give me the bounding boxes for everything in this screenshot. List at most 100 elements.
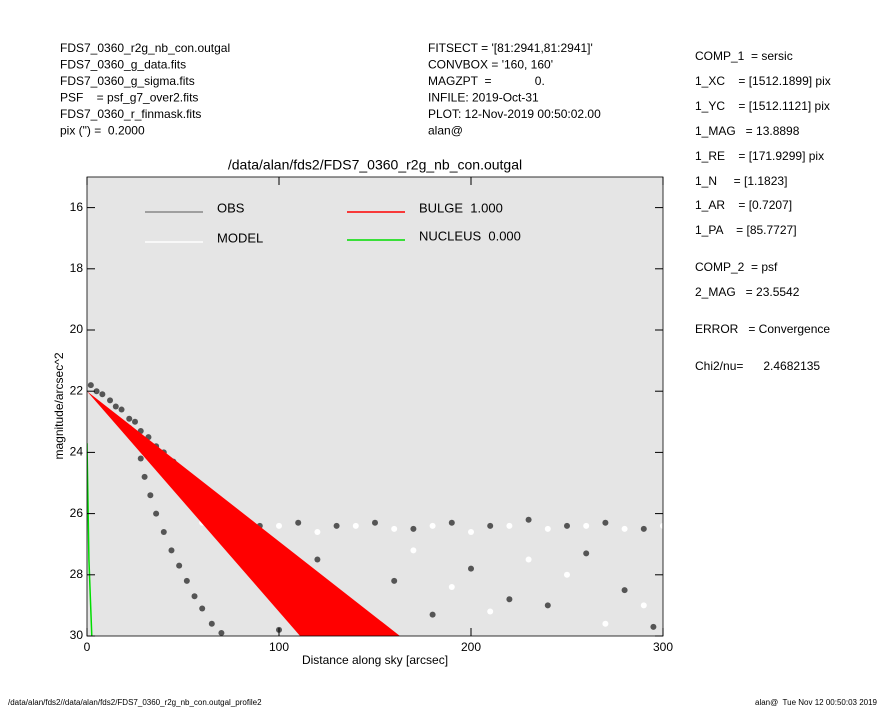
data-point (107, 397, 114, 404)
data-point (147, 492, 154, 499)
data-point (87, 382, 94, 389)
header-right-line: COMP_2 = psf (695, 260, 778, 274)
y-tick-label: 16 (70, 200, 84, 214)
x-tick-label: 200 (461, 640, 481, 654)
data-point (468, 565, 474, 572)
y-tick-label: 26 (70, 506, 84, 520)
data-point (583, 550, 590, 557)
data-point (468, 528, 474, 535)
data-point (372, 519, 378, 526)
data-point (487, 522, 494, 529)
data-point (391, 525, 398, 532)
data-point (160, 528, 167, 535)
data-point (525, 516, 532, 523)
data-point (429, 611, 436, 618)
x-tick-label: 300 (653, 640, 673, 654)
x-tick-label: 0 (84, 640, 91, 654)
data-point (564, 522, 570, 529)
header-right-line: 1_RE = [171.9299] pix (695, 149, 824, 163)
data-point (583, 522, 590, 529)
model-band (87, 391, 400, 636)
data-point (506, 522, 513, 529)
model-line (87, 443, 93, 636)
legend-label: MODEL (217, 230, 263, 245)
header-middle-line: alan@ (428, 124, 463, 138)
data-point (621, 525, 628, 532)
data-point (112, 403, 119, 410)
legend-label: NUCLEUS 0.000 (419, 228, 521, 243)
data-point (544, 525, 551, 532)
plot-area (87, 177, 663, 636)
header-right-line: 1_PA = [85.7727] (695, 223, 797, 237)
header-right-line: 1_XC = [1512.1899] pix (695, 74, 831, 88)
data-point (410, 525, 417, 532)
data-point (126, 415, 133, 422)
y-tick-label: 24 (70, 445, 84, 459)
header-middle-line: MAGZPT = 0. (428, 74, 545, 88)
data-point (352, 522, 359, 529)
footer-right: alan@ Tue Nov 12 00:50:03 2019 (755, 698, 878, 707)
header-middle-line: CONVBOX = '160, 160' (428, 58, 553, 72)
data-point (176, 562, 183, 569)
data-point (650, 623, 657, 630)
header-left-line: FDS7_0360_r_finmask.fits (60, 107, 201, 121)
y-tick-label: 18 (70, 261, 84, 275)
data-point (314, 528, 321, 535)
data-point (544, 602, 551, 609)
header-middle-line: FITSECT = '[81:2941,81:2941]' (428, 41, 593, 55)
data-point (118, 406, 125, 413)
x-axis-label: Distance along sky [arcsec] (302, 653, 448, 667)
y-tick-label: 22 (70, 383, 84, 397)
header-right-line: 1_AR = [0.7207] (695, 198, 792, 212)
data-point (132, 418, 138, 425)
data-point (276, 522, 282, 529)
data-point (448, 584, 455, 591)
data-point (208, 620, 215, 627)
header-left-line: FDS7_0360_r2g_nb_con.outgal (60, 41, 230, 55)
header-left-line: FDS7_0360_g_data.fits (60, 58, 186, 72)
legend-label: OBS (217, 200, 245, 215)
data-point (295, 519, 302, 526)
legend-label: BULGE 1.000 (419, 200, 503, 215)
data-point (448, 519, 455, 526)
header-left-line: FDS7_0360_g_sigma.fits (60, 74, 195, 88)
header-right-line: COMP_1 = sersic (695, 49, 793, 63)
header-right-line: 2_MAG = 23.5542 (695, 285, 800, 299)
data-point (602, 620, 609, 627)
y-axis-label: magnitude/arcsec^2 (52, 352, 66, 459)
data-point (660, 522, 663, 529)
header-right-line: Chi2/nu= 2.4682135 (695, 359, 820, 373)
data-point (391, 577, 398, 584)
data-point (429, 522, 436, 529)
header-right-line: 1_N = [1.1823] (695, 174, 787, 188)
data-point (93, 388, 100, 395)
data-point (640, 602, 647, 609)
data-point (99, 391, 106, 398)
data-point (199, 605, 206, 612)
data-point (640, 525, 647, 532)
data-point (191, 593, 198, 600)
data-point (314, 556, 321, 563)
data-point (183, 577, 190, 584)
y-tick-label: 20 (70, 322, 84, 336)
data-point (218, 629, 225, 636)
header-right-line: 1_MAG = 13.8898 (695, 124, 800, 138)
header-left-line: pix (") = 0.2000 (60, 124, 145, 138)
plot-frame (86, 176, 664, 637)
header-right-line: ERROR = Convergence (695, 322, 830, 336)
plot-marks (87, 382, 663, 636)
data-point (564, 571, 570, 578)
header-left-line: PSF = psf_g7_over2.fits (60, 91, 198, 105)
data-point (525, 556, 532, 563)
chart-title: /data/alan/fds2/FDS7_0360_r2g_nb_con.out… (228, 157, 522, 173)
data-point (506, 596, 513, 603)
x-tick-label: 100 (269, 640, 289, 654)
data-point (137, 455, 144, 462)
data-point (487, 608, 494, 615)
data-point (153, 510, 160, 517)
y-tick-label: 28 (70, 567, 84, 581)
header-middle-line: PLOT: 12-Nov-2019 00:50:02.00 (428, 107, 601, 121)
data-point (168, 547, 175, 554)
